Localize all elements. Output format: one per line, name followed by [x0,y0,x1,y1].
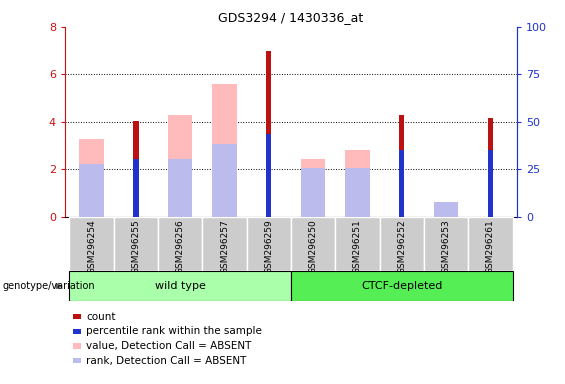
Text: GSM296252: GSM296252 [397,220,406,274]
Text: CTCF-depleted: CTCF-depleted [361,281,442,291]
Bar [345,168,370,217]
Bar [266,51,271,217]
Text: rank, Detection Call = ABSENT: rank, Detection Call = ABSENT [86,356,246,366]
Text: value, Detection Call = ABSENT: value, Detection Call = ABSENT [86,341,251,351]
Bar [335,217,380,271]
Bar [291,271,512,301]
Bar [399,115,405,217]
Text: GSM296250: GSM296250 [308,220,318,275]
Bar [301,168,325,217]
Bar [158,217,202,271]
Text: GSM296255: GSM296255 [132,220,140,275]
Bar [79,164,104,217]
Bar [69,271,291,301]
Bar [301,159,325,217]
Bar [133,121,138,217]
Bar [488,118,493,217]
Bar [212,144,237,217]
Bar [266,134,271,217]
Bar [79,139,104,217]
Text: count: count [86,312,115,322]
Bar [168,115,192,217]
Bar [212,84,237,217]
Bar [291,217,335,271]
Text: GSM296254: GSM296254 [87,220,96,274]
Text: percentile rank within the sample: percentile rank within the sample [86,326,262,336]
Bar [468,217,512,271]
Bar [488,151,493,217]
Text: GSM296253: GSM296253 [442,220,450,275]
Title: GDS3294 / 1430336_at: GDS3294 / 1430336_at [218,11,364,24]
Text: genotype/variation: genotype/variation [3,281,95,291]
Bar [345,151,370,217]
Bar [424,217,468,271]
Bar [247,217,291,271]
Text: GSM296257: GSM296257 [220,220,229,275]
Bar [399,151,405,217]
Bar [380,217,424,271]
Bar [114,217,158,271]
Text: wild type: wild type [155,281,206,291]
Bar [133,159,138,217]
Text: GSM296259: GSM296259 [264,220,273,275]
Text: GSM296251: GSM296251 [353,220,362,275]
Bar [202,217,247,271]
Bar [434,202,458,217]
Text: GSM296261: GSM296261 [486,220,495,275]
Bar [168,159,192,217]
Text: GSM296256: GSM296256 [176,220,185,275]
Bar [69,217,114,271]
Bar [434,202,458,217]
